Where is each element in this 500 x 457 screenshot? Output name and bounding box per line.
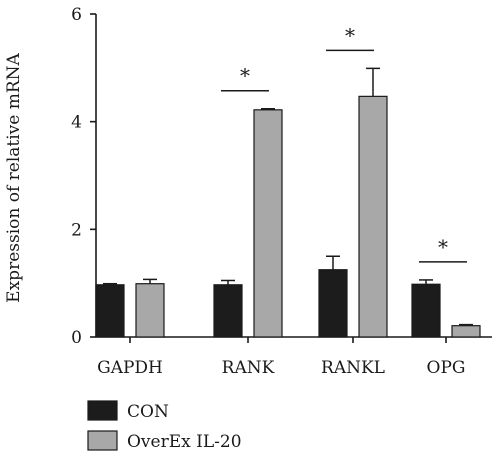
x-tick-label: OPG <box>427 358 466 378</box>
y-tick-label: 0 <box>71 328 82 348</box>
bar <box>358 95 388 338</box>
bar <box>318 269 348 338</box>
significance-star: * <box>438 235 448 259</box>
bar <box>253 109 283 338</box>
bar <box>213 284 243 338</box>
bar <box>451 325 481 338</box>
significance-star: * <box>345 23 355 47</box>
y-tick-label: 4 <box>71 113 82 133</box>
x-tick-label: RANKL <box>321 358 385 378</box>
y-tick-label: 2 <box>71 220 82 240</box>
x-axis-labels: GAPDH RANK RANKL OPG <box>97 358 465 378</box>
legend-label: OverEx IL-20 <box>127 432 242 452</box>
bars <box>95 95 481 338</box>
legend-swatch <box>87 400 118 421</box>
significance-star: * <box>240 64 250 88</box>
bar <box>95 284 125 338</box>
bar <box>411 283 441 338</box>
legend: CON OverEx IL-20 <box>87 400 242 452</box>
significance-markers: * * * <box>221 23 467 263</box>
bar <box>135 283 165 338</box>
legend-label: CON <box>127 402 169 422</box>
legend-swatch <box>87 430 118 451</box>
y-axis-title: Expression of relative mRNA <box>4 52 24 302</box>
x-tick-label: GAPDH <box>97 358 163 378</box>
y-tick-label: 6 <box>71 5 82 25</box>
x-tick-label: RANK <box>222 358 275 378</box>
error-bars <box>103 67 473 326</box>
